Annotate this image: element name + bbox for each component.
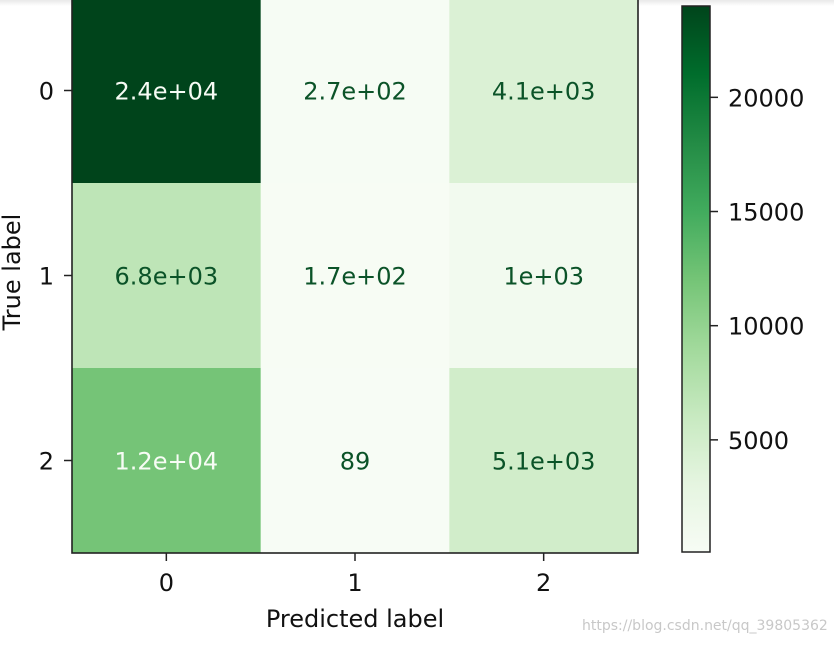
cell-label-1-1: 1.7e+02: [303, 263, 407, 291]
cell-label-2-0: 1.2e+04: [115, 448, 219, 476]
cell-label-1-2: 1e+03: [503, 263, 584, 291]
cell-label-2-2: 5.1e+03: [492, 448, 596, 476]
colorbar-tick-label-3: 20000: [728, 84, 804, 112]
cell-label-0-1: 2.7e+02: [303, 78, 407, 106]
cell-label-0-0: 2.4e+04: [115, 78, 219, 106]
x-tick-label-1: 1: [347, 569, 362, 597]
y-tick-label-2: 2: [39, 448, 54, 476]
colorbar-tick-label-1: 10000: [728, 313, 804, 341]
heatmap-cell-2-2: [449, 368, 639, 554]
cell-label-2-1: 89: [340, 448, 371, 476]
heatmap-cell-1-1: [260, 183, 450, 369]
x-tick-label-0: 0: [159, 569, 174, 597]
y-axis-label: True label: [0, 214, 26, 332]
y-tick-label-0: 0: [39, 78, 54, 106]
heatmap-cell-1-0: [72, 183, 262, 369]
cell-label-1-0: 6.8e+03: [115, 263, 219, 291]
x-axis-ticks: 0 1 2: [159, 553, 551, 597]
heatmap-cell-0-2: [449, 0, 639, 184]
y-tick-label-1: 1: [39, 263, 54, 291]
x-axis-label: Predicted label: [266, 605, 444, 633]
colorbar-ticks: 5000 10000 15000 20000: [710, 84, 804, 455]
heatmap-cell-2-1: [260, 368, 450, 554]
x-tick-label-2: 2: [536, 569, 551, 597]
watermark-text: https://blog.csdn.net/qq_39805362: [582, 618, 828, 634]
heatmap-cell-2-0: [72, 368, 262, 554]
heatmap-cell-0-1: [260, 0, 450, 184]
cell-label-0-2: 4.1e+03: [492, 78, 596, 106]
heatmap-cell-0-0: [72, 0, 262, 184]
heatmap-cell-1-2: [449, 183, 639, 369]
colorbar: [681, 5, 711, 553]
colorbar-tick-label-2: 15000: [728, 199, 804, 227]
y-axis-ticks: 0 1 2: [39, 78, 72, 476]
colorbar-tick-label-0: 5000: [728, 427, 789, 455]
heatmap-cells: 2.4e+04 2.7e+02 4.1e+03 6.8e+03 1.7e+02 1e+03…: [72, 0, 639, 554]
